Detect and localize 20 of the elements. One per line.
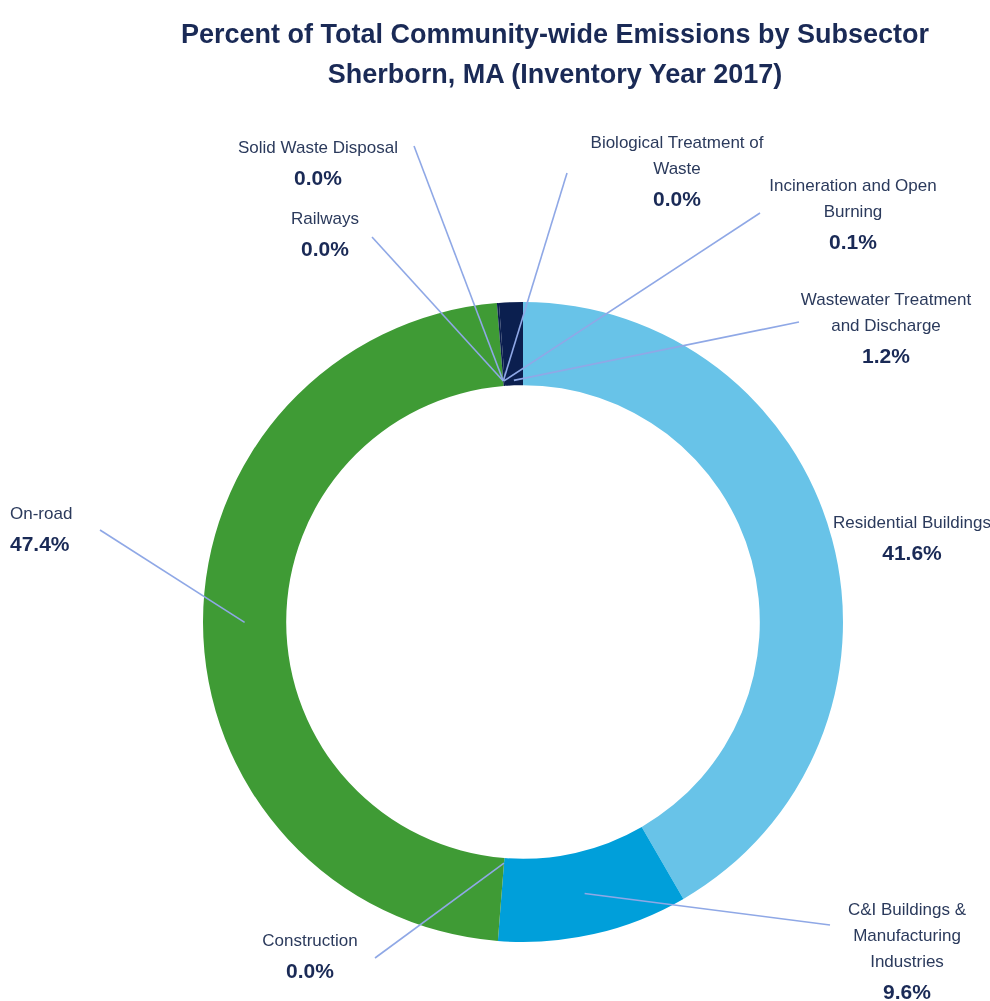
slice-label: C&I Buildings & Manufacturing Industries	[847, 899, 967, 971]
category-label: Construction	[262, 930, 358, 950]
data-label: 47.4%	[10, 531, 70, 555]
chart-title: Percent of Total Community-wide Emissions by Subsector	[179, 18, 931, 51]
slice-label: Wastewater Treatment and Discharge	[800, 289, 972, 335]
text: 0.0%	[294, 165, 342, 189]
chart-subtitle: Sherborn, MA (Inventory Year 2017)	[326, 58, 784, 91]
data-label: 1.2%	[862, 343, 911, 367]
data-label: 0.1%	[829, 229, 878, 253]
text: 0.0%	[653, 186, 701, 210]
slice-label: Incineration and Open Burning	[769, 175, 937, 221]
data-label: 9.6%	[883, 979, 932, 1001]
text: 0.0%	[286, 958, 334, 982]
category-label: Solid Waste Disposal	[238, 137, 398, 157]
text: 0.0%	[301, 236, 349, 260]
slice-label: On-road	[10, 503, 73, 523]
category-label: Biological Treatment of Waste	[590, 132, 764, 178]
slice-label: Residential Buildings	[833, 512, 990, 532]
category-label: Railways	[290, 208, 360, 228]
data-label: 41.6%	[882, 540, 943, 564]
